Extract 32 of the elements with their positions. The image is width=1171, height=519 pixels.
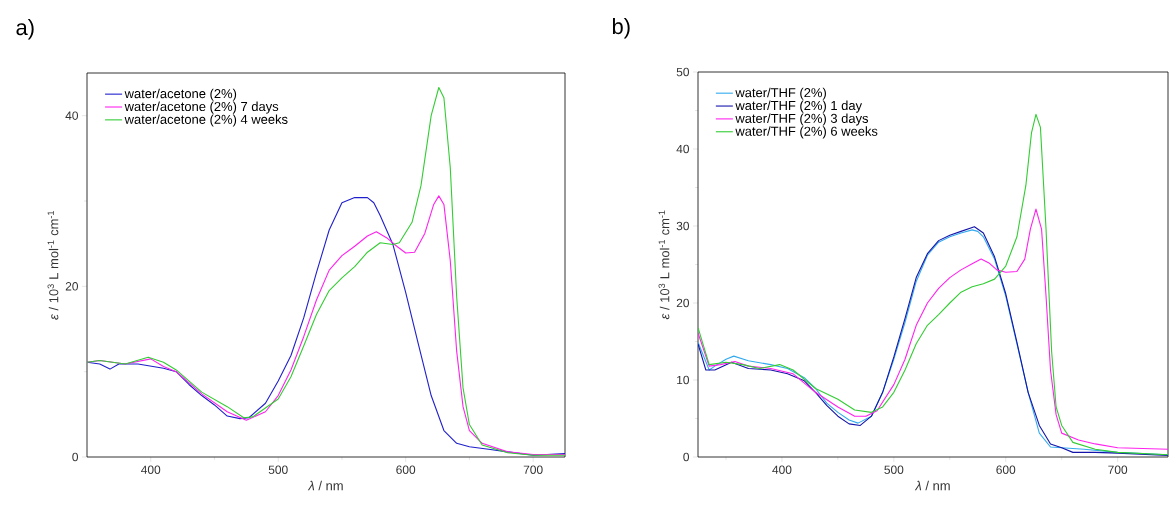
legend-label: water/acetone (2%) 7 days xyxy=(124,101,279,114)
chart-title: a) xyxy=(16,19,34,40)
y-axis-title: ε / 10$^{3}$ L mol$^{-1}$ cm$^{-1}$ xyxy=(47,211,59,320)
x-tick-label: 700 xyxy=(523,465,543,474)
x-tick-label: 400 xyxy=(141,465,161,474)
y-tick-label: 10 xyxy=(677,375,690,385)
legend-label: water/THF (2%) 6 weeks xyxy=(735,126,878,139)
y-tick-label: 20 xyxy=(65,282,79,291)
legend-label: water/THF (2%) xyxy=(735,87,826,100)
y-tick-label: 0 xyxy=(72,452,79,462)
y-tick-label: 0 xyxy=(683,452,690,462)
y-tick-label: 20 xyxy=(676,298,690,308)
y-tick-label: 50 xyxy=(676,67,690,77)
x-tick-label: 500 xyxy=(884,465,904,474)
legend-label: water/acetone (2%) 4 weeks xyxy=(124,114,288,127)
y-tick-label: 40 xyxy=(65,111,79,120)
x-axis-title: λ / nm xyxy=(914,480,950,491)
y-axis-title: ε / 10$^{3}$ L mol$^{-1}$ cm$^{-1}$ xyxy=(658,210,670,320)
line-series xyxy=(87,86,566,456)
chart-title: b) xyxy=(612,18,630,39)
line-series xyxy=(698,113,1169,456)
x-tick-label: 600 xyxy=(996,465,1016,474)
x-tick-label: 500 xyxy=(268,465,288,474)
x-tick-label: 700 xyxy=(1108,465,1128,474)
legend-label: water/THF (2%) 1 day xyxy=(735,100,863,113)
y-tick-label: 40 xyxy=(676,144,690,154)
y-tick-label: 30 xyxy=(676,221,690,231)
x-axis-title: λ / nm xyxy=(307,480,343,491)
legend-label: water/THF (2%) 3 days xyxy=(735,113,869,126)
legend-label: water/acetone (2%) xyxy=(124,88,237,101)
x-tick-label: 400 xyxy=(772,465,792,474)
x-tick-label: 600 xyxy=(396,465,416,474)
